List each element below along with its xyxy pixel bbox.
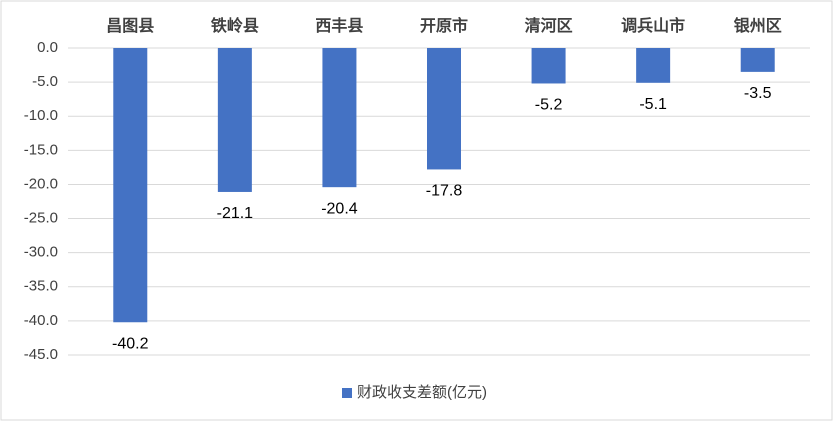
value-label: -40.2 [112, 335, 149, 352]
x-tick-label: 铁岭县 [211, 16, 259, 35]
y-tick-label: 0.0 [37, 39, 58, 56]
x-tick-label: 昌图县 [106, 17, 154, 35]
y-tick-label: -15.0 [24, 141, 58, 158]
legend-swatch [342, 388, 352, 398]
bar [531, 48, 566, 84]
value-label: -5.1 [639, 96, 667, 113]
x-tick-label: 西丰县 [315, 16, 363, 35]
bar [740, 48, 775, 72]
bar [427, 48, 461, 170]
value-label: -17.8 [426, 183, 463, 200]
value-label: -3.5 [744, 85, 772, 102]
x-tick-label: 清河区 [525, 16, 573, 35]
x-tick-label: 调兵山市 [621, 16, 685, 35]
y-tick-label: -20.0 [24, 175, 58, 192]
x-tick-label: 银州区 [734, 16, 782, 35]
y-tick-label: -45.0 [24, 346, 58, 363]
value-label: -5.2 [535, 97, 563, 114]
x-tick-label: 开原市 [420, 16, 468, 35]
y-tick-label: -30.0 [24, 244, 58, 261]
y-tick-label: -5.0 [32, 73, 58, 90]
bar [322, 48, 357, 188]
y-tick-label: -35.0 [24, 278, 58, 295]
bar [113, 48, 148, 323]
value-label: -20.4 [321, 200, 358, 217]
y-tick-label: -25.0 [24, 210, 58, 227]
bar [636, 48, 671, 83]
value-label: -21.1 [217, 205, 254, 222]
legend-label: 财政收支差额(亿元) [357, 384, 487, 401]
y-tick-label: -40.0 [24, 312, 58, 329]
y-tick-label: -10.0 [24, 107, 58, 124]
bar [217, 48, 252, 192]
